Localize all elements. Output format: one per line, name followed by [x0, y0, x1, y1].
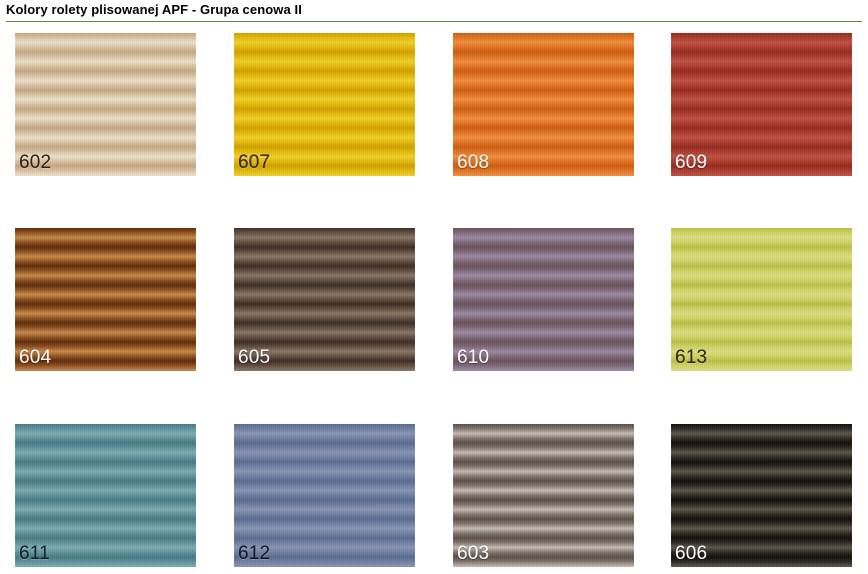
color-swatch-grid: 602 607 608 60: [0, 26, 868, 574]
color-swatch[interactable]: 612: [234, 424, 415, 567]
weave-texture: [453, 228, 634, 371]
color-swatch[interactable]: 604: [15, 228, 196, 371]
fabric-texture: [671, 33, 852, 176]
swatch-code-label: 602: [19, 152, 52, 173]
page-header: Kolory rolety plisowanej APF - Grupa cen…: [0, 0, 868, 26]
fabric-texture: [15, 33, 196, 176]
pleat-shading: [234, 228, 415, 371]
swatch-row: 602 607 608 60: [0, 33, 868, 176]
swatch-code-label: 611: [19, 543, 50, 564]
fabric-texture: [234, 228, 415, 371]
pleat-shading: [234, 424, 415, 567]
fabric-texture: [234, 33, 415, 176]
fabric-texture: [671, 424, 852, 567]
pleat-shading: [234, 33, 415, 176]
swatch-code-label: 604: [19, 347, 52, 368]
color-swatch[interactable]: 611: [15, 424, 196, 567]
weave-texture: [234, 424, 415, 567]
fabric-texture: [671, 228, 852, 371]
pleat-shading: [671, 228, 852, 371]
weave-texture: [453, 33, 634, 176]
color-swatch[interactable]: 607: [234, 33, 415, 176]
swatch-code-label: 613: [675, 347, 708, 368]
color-swatch[interactable]: 606: [671, 424, 852, 567]
fabric-texture: [234, 424, 415, 567]
swatch-code-label: 609: [675, 152, 708, 173]
swatch-row: 604 605 610 61: [0, 228, 868, 371]
swatch-code-label: 610: [457, 347, 490, 368]
color-swatch[interactable]: 613: [671, 228, 852, 371]
weave-texture: [234, 228, 415, 371]
weave-texture: [671, 424, 852, 567]
pleat-shading: [671, 33, 852, 176]
fabric-texture: [453, 424, 634, 567]
color-swatch[interactable]: 610: [453, 228, 634, 371]
weave-texture: [453, 424, 634, 567]
swatch-code-label: 606: [675, 543, 708, 564]
pleat-shading: [453, 33, 634, 176]
pleat-shading: [15, 228, 196, 371]
header-divider: [6, 21, 862, 22]
pleat-shading: [453, 424, 634, 567]
weave-texture: [15, 33, 196, 176]
swatch-code-label: 607: [238, 152, 271, 173]
pleat-shading: [453, 228, 634, 371]
pleat-shading: [15, 33, 196, 176]
color-swatch[interactable]: 603: [453, 424, 634, 567]
color-swatch[interactable]: 605: [234, 228, 415, 371]
pleat-shading: [15, 424, 196, 567]
weave-texture: [234, 33, 415, 176]
swatch-code-label: 608: [457, 152, 490, 173]
weave-texture: [15, 228, 196, 371]
swatch-code-label: 612: [238, 543, 271, 564]
swatch-row: 611 612 603 60: [0, 424, 868, 567]
page-title: Kolory rolety plisowanej APF - Grupa cen…: [6, 2, 302, 17]
fabric-texture: [15, 228, 196, 371]
color-swatch[interactable]: 602: [15, 33, 196, 176]
weave-texture: [671, 228, 852, 371]
fabric-texture: [453, 228, 634, 371]
swatch-code-label: 605: [238, 347, 271, 368]
weave-texture: [15, 424, 196, 567]
swatch-code-label: 603: [457, 543, 490, 564]
weave-texture: [671, 33, 852, 176]
color-swatch[interactable]: 608: [453, 33, 634, 176]
fabric-texture: [15, 424, 196, 567]
pleat-shading: [671, 424, 852, 567]
color-swatch[interactable]: 609: [671, 33, 852, 176]
fabric-texture: [453, 33, 634, 176]
